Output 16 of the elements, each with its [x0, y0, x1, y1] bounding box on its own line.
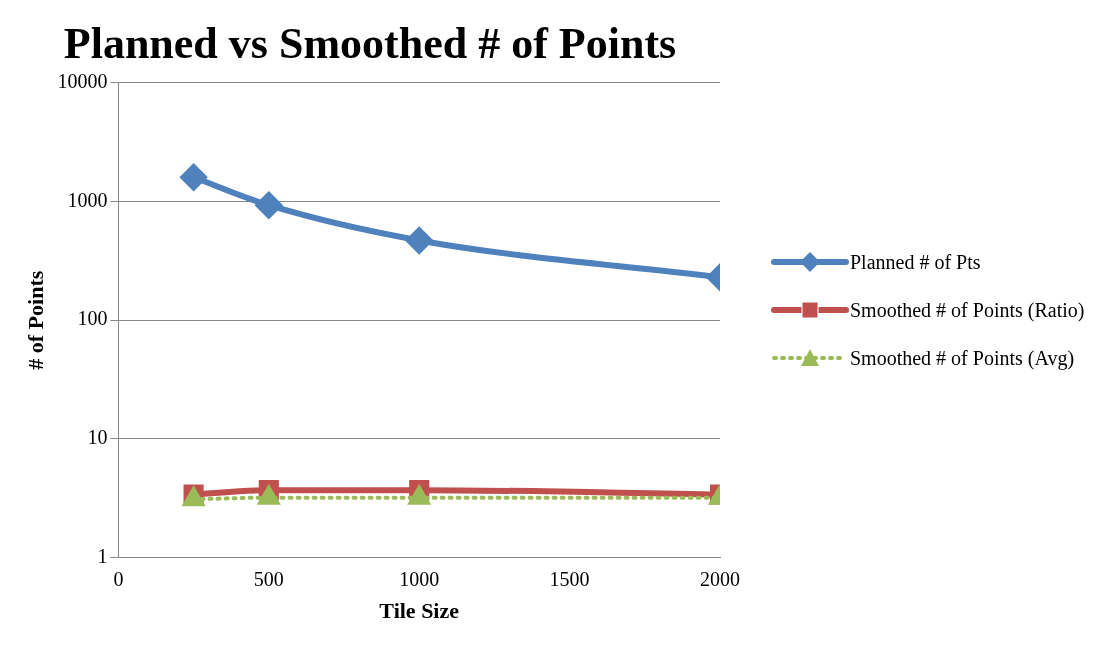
x-tick-label: 500	[253, 567, 284, 590]
y-axis-title: # of Points	[22, 270, 48, 370]
y-tick-label: 10	[87, 426, 108, 449]
x-tick-label: 1500	[549, 567, 590, 590]
y-tick-label: 1	[97, 544, 108, 567]
legend-label: Planned # of Pts	[850, 250, 982, 274]
legend-label: Smoothed # of Points (Avg)	[850, 346, 1076, 370]
x-tick-label: 2000	[700, 567, 740, 590]
y-tick-label: 10000	[57, 70, 108, 93]
y-tick-label: 100	[77, 307, 108, 330]
x-tick-label: 0	[113, 567, 124, 590]
y-tick-label: 1000	[67, 188, 108, 211]
legend-label: Smoothed # of Points (Ratio)	[850, 298, 1086, 322]
x-tick-label: 1000	[399, 567, 440, 590]
x-axis-title: Tile Size	[379, 598, 460, 624]
chart-title: Planned vs Smoothed # of Points	[63, 18, 677, 68]
